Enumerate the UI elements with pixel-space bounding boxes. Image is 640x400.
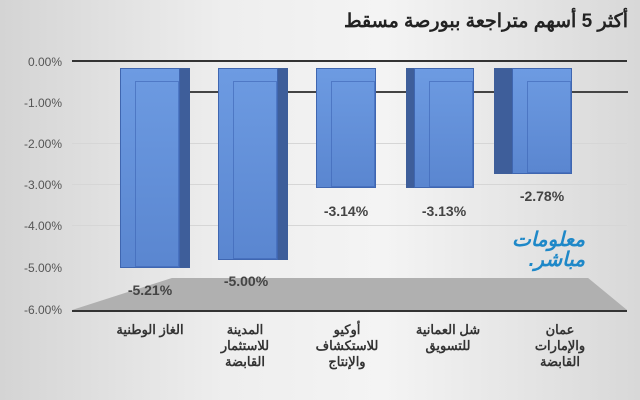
y-tick: 0.00% (27, 55, 62, 69)
category-label: عمان والإمارات القابضة (534, 322, 586, 369)
chart-floor (72, 278, 627, 310)
category-label: أوكيو للاستكشاف والإنتاج (315, 322, 379, 369)
category-label: شل العمانية للتسويق (415, 322, 481, 353)
gridline (72, 225, 627, 226)
bar-oman-emirates (512, 68, 572, 174)
logo-line2: مباشر. (528, 249, 585, 271)
bar-side (178, 68, 190, 268)
value-label: -5.21% (127, 282, 173, 298)
back-wall-line (140, 91, 628, 93)
bar-side (494, 68, 514, 174)
bar-national-gas (120, 68, 180, 268)
category-label: الغاز الوطنية (116, 322, 184, 337)
bar-side (276, 68, 288, 260)
bar-oq (316, 68, 376, 188)
bar-al-madina (218, 68, 278, 260)
value-label: -3.14% (323, 203, 369, 219)
logo-line1: معلومات (512, 229, 585, 251)
chart-title: أكثر 5 أسهم متراجعة ببورصة مسقط (344, 11, 628, 32)
value-label: -3.13% (421, 203, 467, 219)
value-label: -2.78% (519, 188, 565, 204)
y-tick: -1.00% (23, 96, 62, 110)
y-tick: -4.00% (23, 219, 62, 233)
y-tick: -2.00% (23, 137, 62, 151)
x-axis-line (72, 310, 627, 312)
value-label: -5.00% (223, 273, 269, 289)
y-tick: -3.00% (23, 178, 62, 192)
zero-axis-line (72, 60, 627, 62)
y-tick: -5.00% (23, 261, 62, 275)
mubasher-logo: معلومات مباشر. (512, 230, 585, 270)
y-tick: -6.00% (23, 303, 62, 317)
bar-shell-oman (414, 68, 474, 188)
category-label: المدينة للاستثمار القابضة (220, 322, 270, 369)
